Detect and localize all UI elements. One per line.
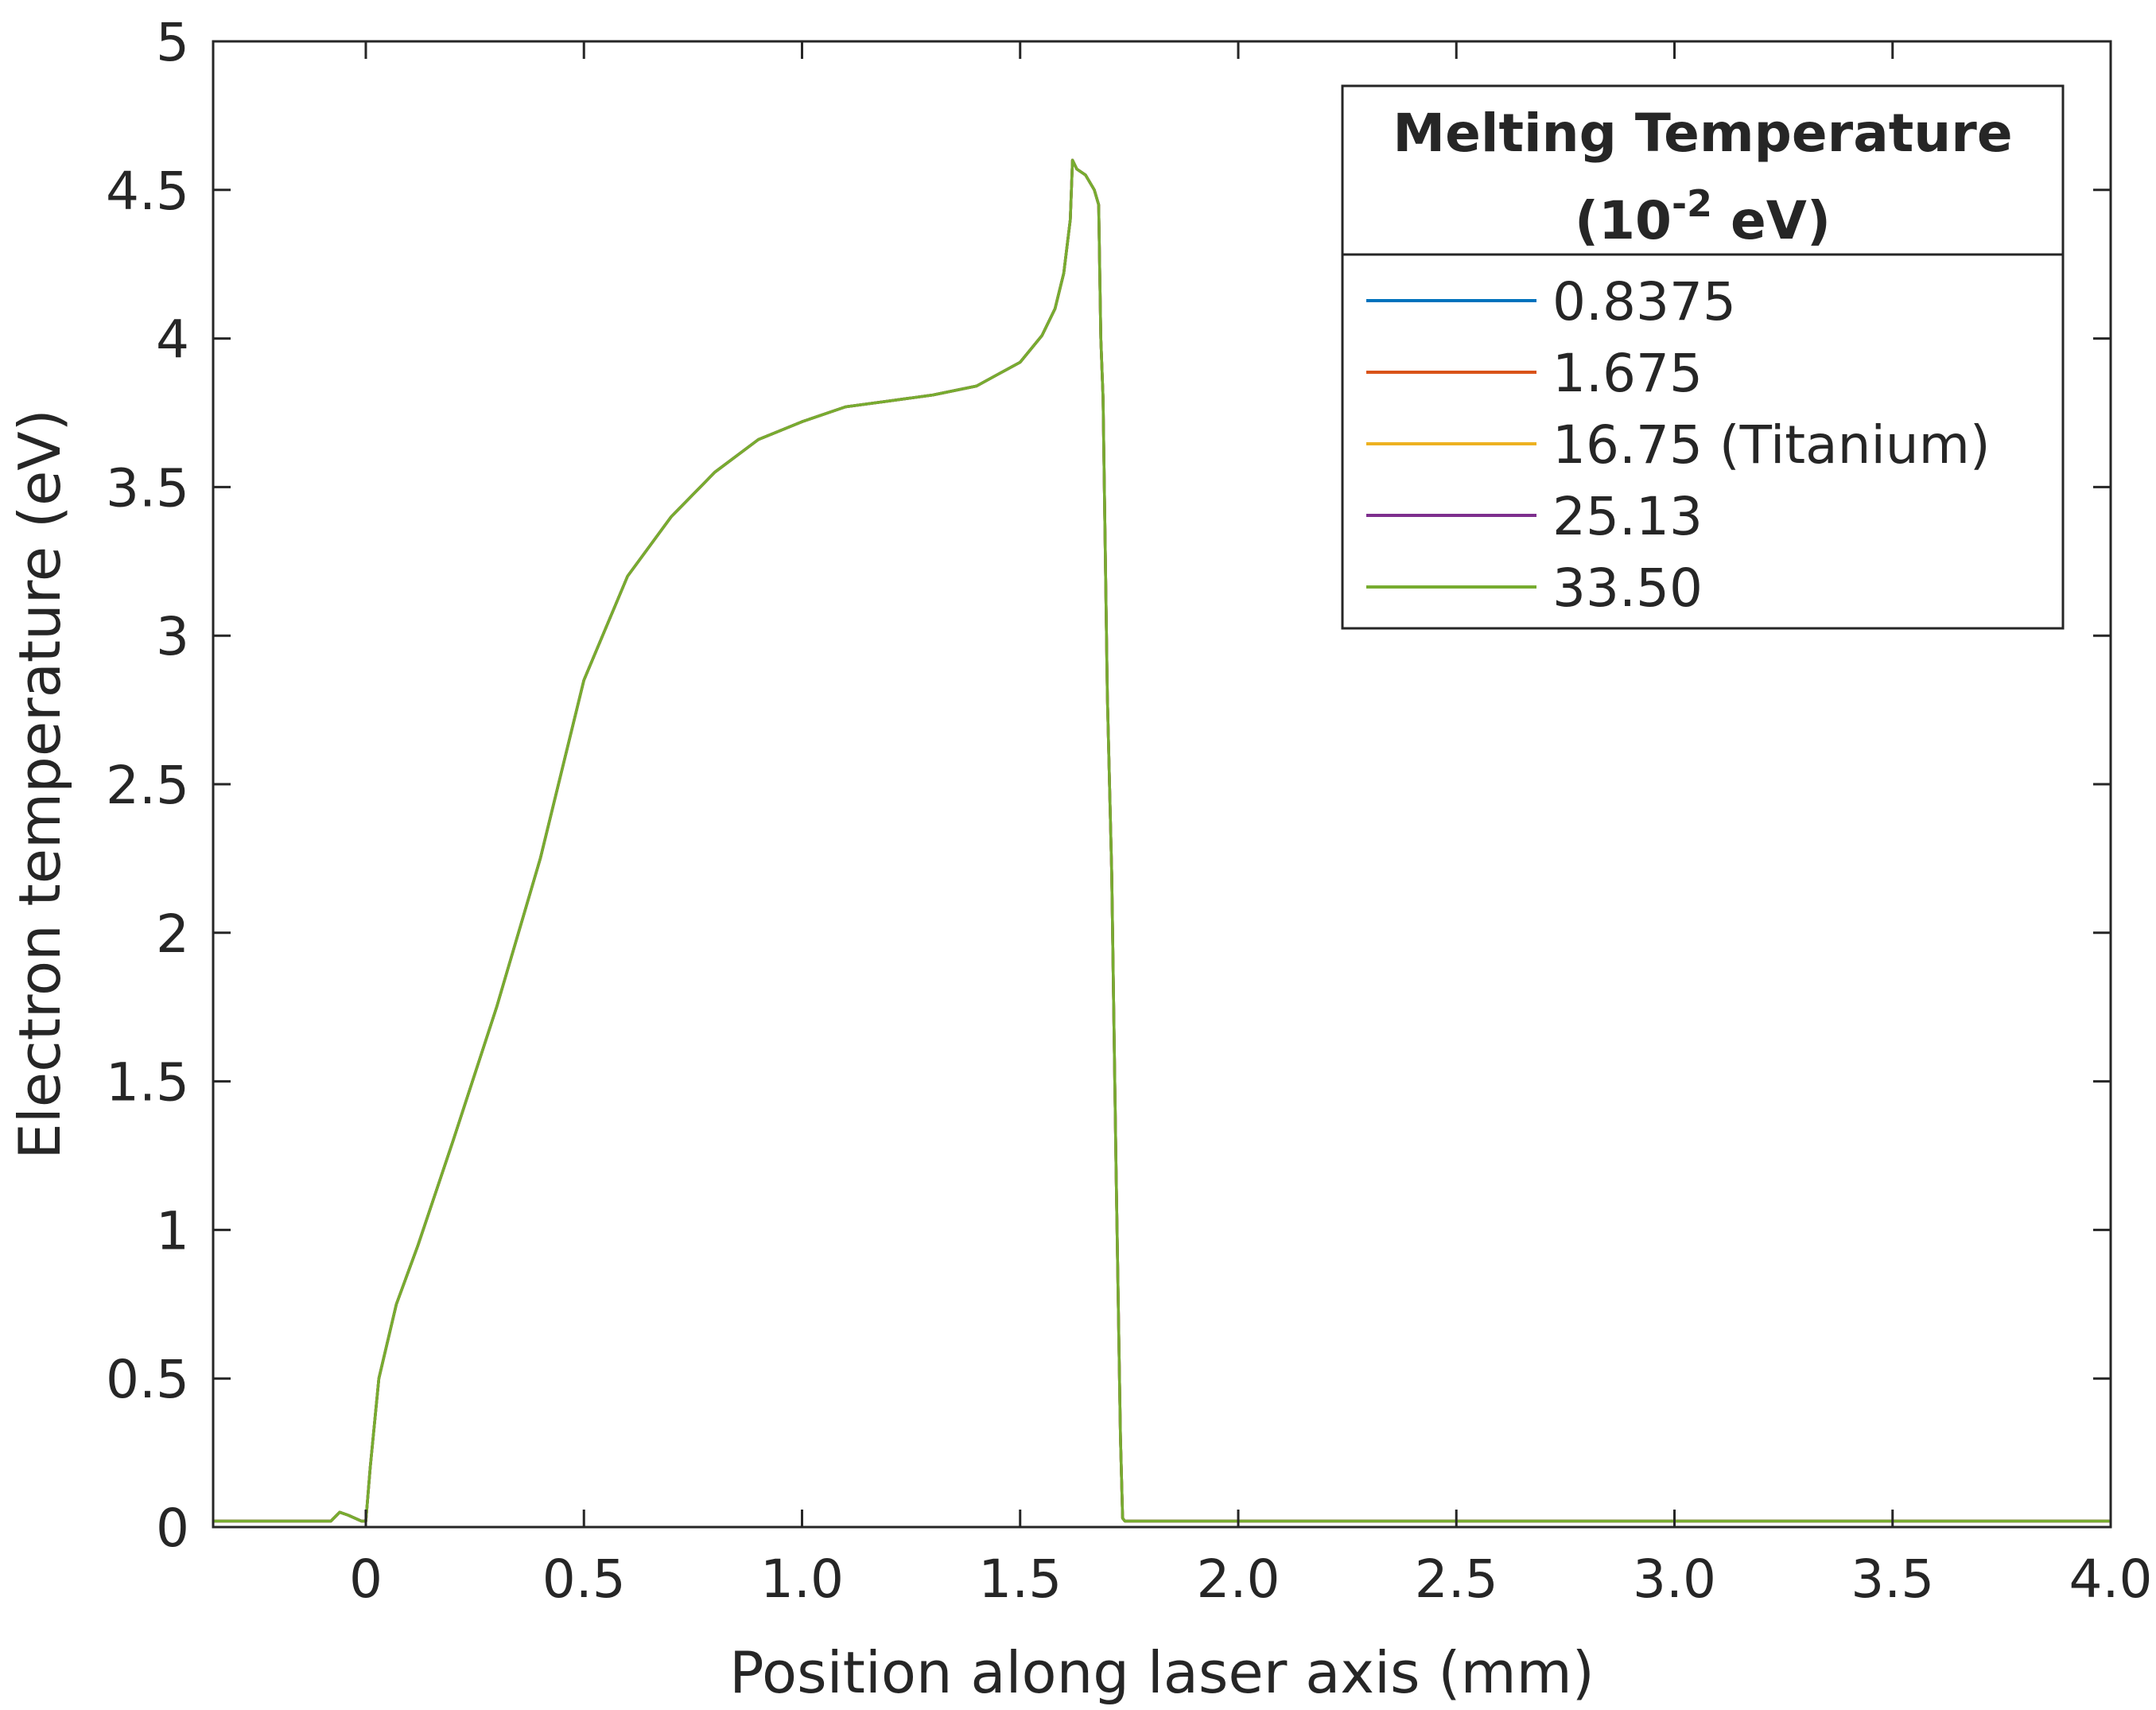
y-tick-label: 3.5 — [106, 457, 189, 519]
x-tick-label: 1.0 — [760, 1549, 844, 1610]
y-tick-label: 1.5 — [106, 1052, 189, 1113]
y-tick-label: 3 — [156, 606, 189, 667]
y-tick-label: 5 — [156, 12, 189, 73]
legend-label-1: 1.675 — [1552, 343, 1703, 404]
legend-title-line2: (10-2 eV) — [1575, 182, 1831, 251]
legend-title-base: (10 — [1575, 190, 1672, 251]
legend-title-unit: eV) — [1712, 190, 1831, 251]
legend-label-3: 25.13 — [1552, 486, 1703, 547]
x-tick-label: 0 — [349, 1549, 383, 1610]
legend-title-exponent: -2 — [1672, 182, 1712, 225]
y-tick-label: 4 — [156, 309, 189, 371]
x-axis-label: Position along laser axis (mm) — [729, 1639, 1595, 1706]
legend: Melting Temperature (10-2 eV) 0.8375 1.67… — [1341, 84, 2065, 630]
y-tick-label: 1 — [156, 1200, 189, 1261]
legend-label-2: 16.75 (Titanium) — [1552, 414, 1991, 476]
legend-label-4: 33.50 — [1552, 558, 1703, 619]
y-tick-label: 0.5 — [106, 1349, 189, 1410]
x-tick-label: 3.0 — [1633, 1549, 1716, 1610]
x-tick-label: 2.5 — [1415, 1549, 1498, 1610]
x-tick-label: 0.5 — [542, 1549, 626, 1610]
x-tick-label: 1.5 — [978, 1549, 1062, 1610]
legend-label-0: 0.8375 — [1552, 271, 1736, 332]
y-tick-label: 4.5 — [106, 161, 189, 222]
x-tick-label: 3.5 — [1851, 1549, 1934, 1610]
series-line-4 — [213, 158, 2111, 1523]
legend-entries: 0.8375 1.675 16.75 (Titanium) 25.13 33.50 — [1366, 271, 1991, 619]
tick-layer: 0 0.5 1.0 1.5 2.0 2.5 3.0 3.5 4.000.511.522.533.… — [106, 12, 2152, 1610]
y-tick-label: 2 — [156, 904, 189, 965]
x-tick-label: 4.0 — [2069, 1549, 2153, 1610]
series-layer — [213, 158, 2111, 1523]
y-tick-label: 2.5 — [106, 755, 189, 816]
legend-box — [1341, 84, 2065, 630]
y-axis-label: Electron temperature (eV) — [6, 409, 73, 1159]
y-tick-label: 0 — [156, 1498, 189, 1559]
x-tick-label: 2.0 — [1197, 1549, 1280, 1610]
legend-title-line1: Melting Temperature — [1393, 103, 2012, 164]
